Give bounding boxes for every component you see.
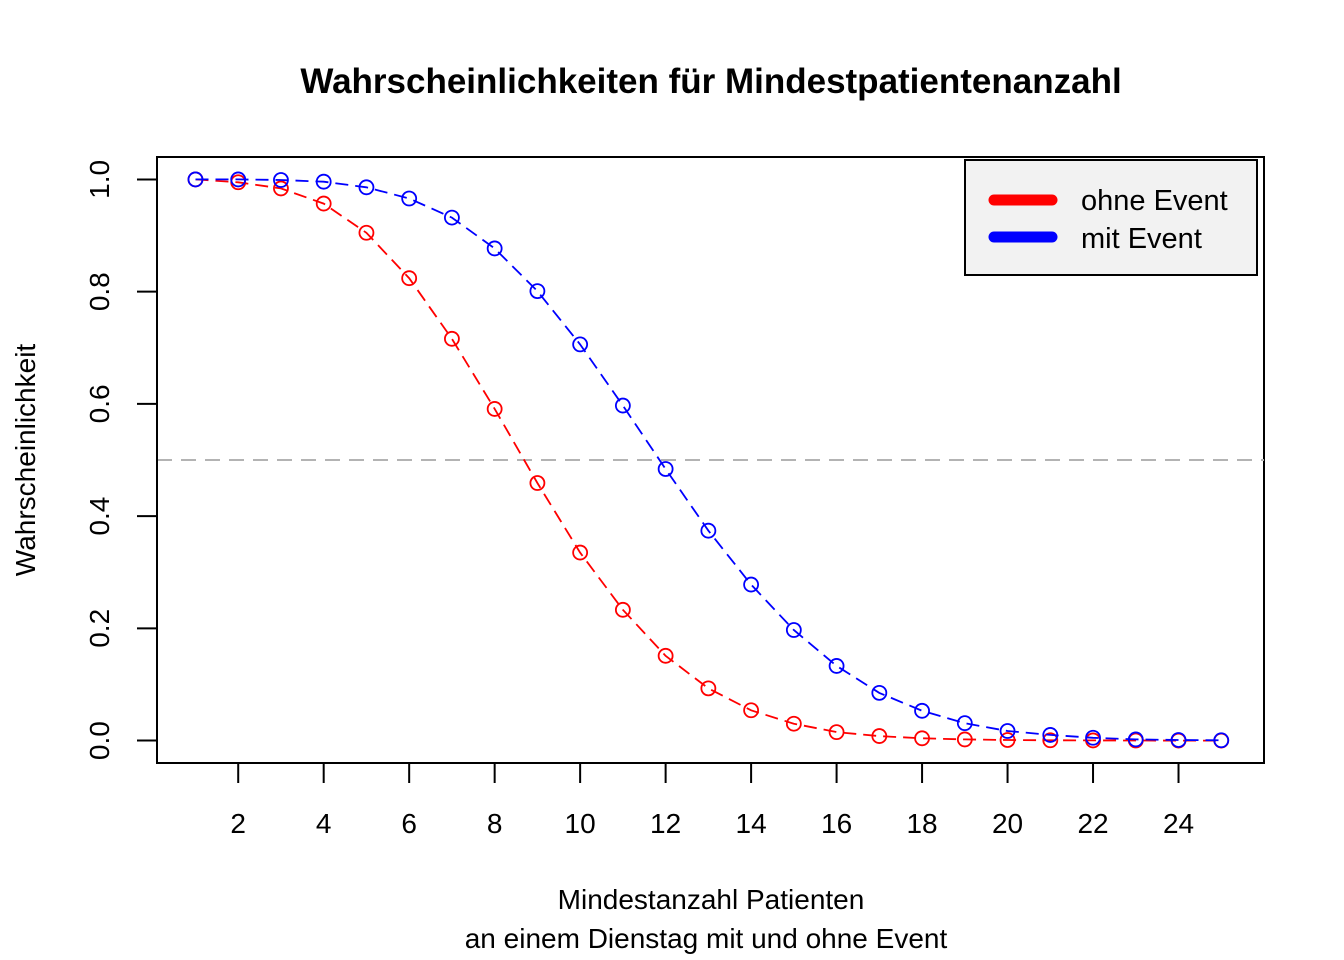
legend-label-ohne-event: ohne Event: [1081, 185, 1228, 217]
x-axis-label-line1: Mindestanzahl Patienten: [558, 884, 865, 915]
data-point-mit-event: [315, 173, 332, 190]
series-line-ohne-event: [195, 178, 1222, 742]
data-point-ohne-event: [700, 680, 717, 697]
data-point-mit-event: [700, 522, 717, 539]
data-point-ohne-event: [273, 180, 289, 197]
data-point-mit-event: [187, 171, 204, 188]
x-tick-label: 2: [230, 808, 246, 839]
x-tick-label: 12: [650, 808, 681, 839]
chart-title: Wahrscheinlichkeiten für Mindestpatiente…: [300, 62, 1121, 101]
y-tick-label: 1.0: [84, 160, 115, 199]
data-point-ohne-event: [315, 195, 332, 212]
data-point-ohne-event: [914, 730, 930, 747]
y-axis-label: Wahrscheinlichkeit: [10, 344, 41, 577]
data-point-ohne-event: [1042, 732, 1059, 749]
series-line-mit-event: [195, 178, 1222, 742]
data-point-ohne-event: [871, 728, 888, 744]
data-point-ohne-event: [401, 270, 418, 287]
data-point-mit-event: [614, 397, 631, 414]
data-point-ohne-event: [486, 401, 503, 417]
series-layer: [187, 171, 1230, 749]
data-point-mit-event: [1085, 729, 1101, 746]
x-tick-label: 10: [565, 808, 596, 839]
data-point-mit-event: [572, 336, 589, 353]
x-tick-label: 8: [487, 808, 503, 839]
x-tick-label: 24: [1163, 808, 1194, 839]
data-point-ohne-event: [358, 224, 375, 241]
x-tick-label: 4: [316, 808, 332, 839]
x-tick-label: 14: [736, 808, 767, 839]
y-tick-label: 0.8: [84, 272, 115, 311]
data-point-mit-event: [444, 209, 460, 226]
data-point-mit-event: [1170, 732, 1187, 748]
data-point-mit-event: [1213, 732, 1230, 749]
x-tick-label: 20: [992, 808, 1023, 839]
data-point-mit-event: [828, 658, 845, 674]
data-point-ohne-event: [828, 724, 845, 741]
data-point-ohne-event: [444, 330, 460, 347]
legend: ohne Event mit Event: [964, 159, 1258, 276]
x-axis-label-line2: an einem Dienstag mit und ohne Event: [465, 923, 948, 954]
x-tick-label: 18: [906, 808, 937, 839]
y-tick-label: 0.2: [84, 609, 115, 648]
data-point-mit-event: [401, 190, 418, 207]
data-point-mit-event: [1127, 731, 1144, 748]
data-point-ohne-event: [572, 544, 589, 561]
data-point-mit-event: [358, 179, 375, 196]
legend-box: [964, 159, 1258, 276]
data-point-mit-event: [273, 172, 289, 188]
x-tick-label: 22: [1077, 808, 1108, 839]
data-point-ohne-event: [956, 731, 973, 748]
data-point-mit-event: [999, 723, 1016, 739]
data-point-ohne-event: [785, 715, 802, 732]
data-point-mit-event: [230, 171, 247, 188]
y-tick-label: 0.4: [84, 497, 115, 536]
data-point-mit-event: [956, 715, 973, 732]
data-point-ohne-event: [999, 732, 1016, 748]
y-tick-label: 0.6: [84, 384, 115, 423]
y-axis: 0.0 0.2 0.4 0.6 0.8 1.0: [84, 160, 158, 760]
data-point-ohne-event: [657, 647, 674, 664]
legend-label-mit-event: mit Event: [1081, 223, 1202, 255]
y-tick-label: 0.0: [84, 721, 115, 760]
x-axis: 2 4 6 8 10 12 14 16 18 20 22 24: [230, 762, 1194, 839]
data-point-mit-event: [1042, 727, 1059, 743]
data-point-mit-event: [486, 240, 503, 257]
x-tick-label: 16: [821, 808, 852, 839]
data-point-mit-event: [871, 684, 888, 701]
data-point-ohne-event: [614, 601, 631, 618]
data-point-mit-event: [743, 576, 760, 593]
data-point-mit-event: [914, 702, 930, 719]
data-point-mit-event: [529, 283, 546, 300]
x-tick-label: 6: [401, 808, 417, 839]
data-point-mit-event: [657, 461, 674, 477]
data-point-ohne-event: [743, 702, 760, 719]
data-point-mit-event: [785, 622, 802, 638]
data-point-ohne-event: [529, 475, 546, 491]
